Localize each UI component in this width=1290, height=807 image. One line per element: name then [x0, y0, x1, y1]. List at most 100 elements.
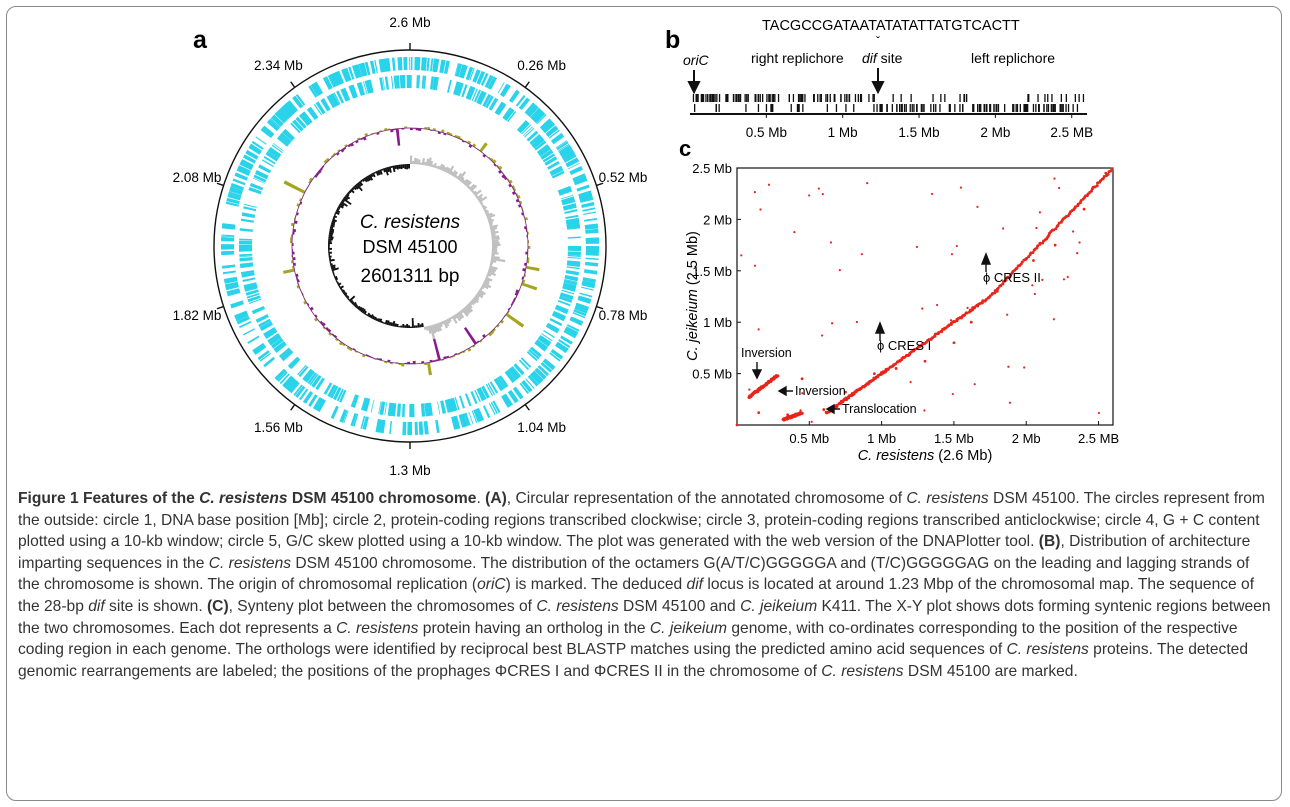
gc-content-segment	[289, 240, 293, 244]
cds-clockwise	[365, 61, 371, 75]
gc-skew-segment	[482, 282, 492, 289]
cds-clockwise	[253, 345, 266, 354]
center-strain: DSM 45100	[362, 237, 457, 257]
cds-clockwise	[461, 414, 467, 427]
cds-clockwise	[348, 66, 355, 80]
gc-content-segment	[352, 348, 356, 351]
cds-clockwise	[262, 125, 275, 136]
octamer-mark	[834, 94, 836, 102]
gc-skew-segment	[379, 169, 383, 175]
octamer-mark	[746, 94, 748, 102]
octamer-mark	[1072, 104, 1074, 112]
octamer-mark	[1047, 94, 1049, 102]
gc-skew-segment	[491, 241, 500, 245]
cds-clockwise	[248, 146, 261, 155]
cds-anticlockwise	[566, 222, 580, 228]
cds-clockwise	[282, 103, 295, 116]
gc-skew-segment	[477, 290, 484, 297]
synteny-dot	[808, 194, 811, 197]
octamer-mark	[798, 104, 800, 112]
gc-skew-segment	[375, 170, 380, 176]
cds-clockwise	[227, 193, 241, 201]
gc-skew-segment	[368, 314, 372, 318]
cds-anticlockwise	[263, 156, 276, 165]
gc-content-segment	[525, 251, 528, 255]
gc-content-segment	[325, 157, 330, 162]
octamer-mark	[1023, 104, 1025, 112]
gc-baseline	[291, 127, 529, 365]
cds-anticlockwise	[279, 133, 291, 144]
cds-anticlockwise	[554, 306, 568, 315]
octamer-mark	[772, 104, 774, 112]
gc-skew-segment	[366, 175, 372, 181]
gc-skew-segment	[337, 282, 342, 286]
cds-anticlockwise	[393, 403, 397, 417]
gc-content-segment	[507, 178, 510, 182]
cds-clockwise	[382, 420, 386, 434]
cds-clockwise	[521, 380, 533, 393]
octamer-mark	[932, 94, 934, 102]
gc-skew-segment	[334, 277, 339, 281]
cds-clockwise	[578, 295, 592, 302]
gc-content-segment	[337, 149, 341, 153]
cds-anticlockwise	[244, 286, 258, 292]
gc-skew-segment	[371, 315, 376, 320]
cds-clockwise	[221, 251, 235, 256]
octamer-mark	[846, 94, 848, 102]
cds-anticlockwise	[298, 365, 309, 378]
cds-clockwise	[264, 358, 275, 368]
cds-anticlockwise	[494, 378, 504, 391]
cds-clockwise	[525, 378, 535, 389]
cds-anticlockwise	[274, 342, 287, 353]
gc-skew-segment	[468, 301, 473, 306]
gc-skew-segment	[371, 172, 376, 178]
synteny-xlabel: C. resistens (2.6 Mb)	[858, 448, 993, 464]
gc-skew-segment	[489, 223, 493, 227]
cds-clockwise	[455, 63, 462, 77]
cds-clockwise	[581, 201, 595, 209]
cds-clockwise	[536, 114, 547, 125]
annotation-inversion-1: Inversion	[741, 346, 792, 360]
cds-anticlockwise	[502, 107, 513, 120]
cds-anticlockwise	[507, 111, 517, 123]
cds-clockwise	[454, 416, 459, 429]
gc-skew-segment	[331, 220, 336, 224]
cds-anticlockwise	[565, 214, 579, 220]
cds-clockwise	[583, 269, 598, 275]
octamer-mark	[963, 94, 965, 102]
octamer-mark	[804, 94, 806, 102]
cds-anticlockwise	[330, 93, 338, 107]
cds-clockwise	[232, 178, 246, 186]
cds-clockwise	[294, 95, 304, 107]
cds-anticlockwise	[241, 212, 256, 219]
cds-anticlockwise	[409, 403, 413, 417]
synteny-dot	[822, 408, 826, 411]
octamer-mark	[977, 104, 979, 112]
gc-content-segment	[415, 128, 419, 131]
gc-content-segment	[479, 339, 483, 343]
synteny-dot	[976, 205, 979, 208]
dif-sequence: TACGCCGATAATATATATTATGTCACTT	[762, 18, 1020, 34]
gc-skew-segment	[429, 325, 436, 340]
gc-content-segment	[283, 268, 295, 274]
cds-anticlockwise	[259, 321, 273, 332]
cds-clockwise	[584, 218, 598, 222]
cds-clockwise	[432, 58, 438, 72]
gc-skew-segment	[382, 168, 386, 173]
synteny-dot	[937, 331, 941, 335]
gc-skew-segment	[330, 222, 336, 226]
cds-anticlockwise	[406, 75, 410, 89]
synteny-dot	[1036, 244, 1040, 248]
cds-clockwise	[583, 211, 597, 216]
cds-anticlockwise	[361, 397, 368, 411]
cds-anticlockwise	[387, 402, 391, 416]
gc-skew-segment	[358, 180, 364, 186]
octamer-mark	[892, 94, 894, 102]
synteny-dot	[1062, 278, 1066, 281]
octamer-mark	[1035, 104, 1037, 112]
octamer-mark	[1016, 104, 1019, 112]
gc-skew-segment	[328, 240, 332, 243]
cds-anticlockwise	[536, 144, 550, 155]
gc-skew-segment	[471, 190, 475, 194]
gc-skew-segment	[328, 246, 330, 248]
